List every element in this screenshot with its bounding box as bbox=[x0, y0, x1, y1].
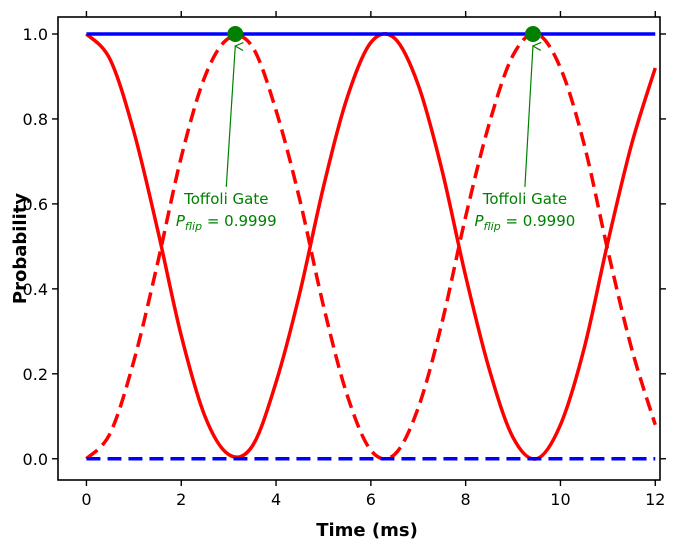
annotations: Toffoli Gate Pflip = 0.9999 Toffoli Gate Pf… bbox=[176, 25, 576, 233]
y-axis-label: Probability bbox=[10, 193, 31, 304]
x-tick-label-0: 0 bbox=[81, 490, 91, 509]
y-tick-label-0.8: 0.8 bbox=[23, 110, 48, 129]
y-tick-label-1.0: 1.0 bbox=[23, 25, 48, 44]
series-red-solid bbox=[85, 32, 657, 461]
annotation-title-2: Toffoli Gate bbox=[482, 190, 567, 208]
y-tick-label-0.4: 0.4 bbox=[23, 280, 48, 299]
annotation-pflip-2: Pflip = 0.9990 bbox=[475, 212, 576, 233]
x-tick-label-6: 6 bbox=[366, 490, 376, 509]
peak-marker-2 bbox=[524, 25, 541, 42]
y-tick-label-0.2: 0.2 bbox=[23, 365, 48, 384]
y-tick-label-0.0: 0.0 bbox=[23, 450, 48, 469]
peak-marker-1 bbox=[227, 25, 244, 42]
annotation-pflip-1: Pflip = 0.9999 bbox=[176, 212, 277, 233]
annotation-title-1: Toffoli Gate bbox=[183, 190, 268, 208]
axes: 0 2 4 6 8 10 12 0.0 0.2 0.4 0.6 0.8 1.0 Time (ms) Prob… bbox=[10, 11, 666, 541]
x-tick-label-8: 8 bbox=[461, 490, 471, 509]
x-tick-label-2: 2 bbox=[176, 490, 186, 509]
x-tick-label-4: 4 bbox=[271, 490, 281, 509]
x-axis-label: Time (ms) bbox=[316, 520, 418, 541]
x-tick-label-12: 12 bbox=[645, 490, 665, 509]
annotation-arrow-2 bbox=[524, 46, 533, 187]
plot-area bbox=[85, 31, 657, 461]
y-tick-label-0.6: 0.6 bbox=[23, 195, 48, 214]
plot-frame bbox=[57, 16, 661, 481]
x-tick-label-10: 10 bbox=[550, 490, 570, 509]
annotation-arrow-1 bbox=[225, 46, 235, 187]
series-red-dashed bbox=[85, 31, 657, 461]
